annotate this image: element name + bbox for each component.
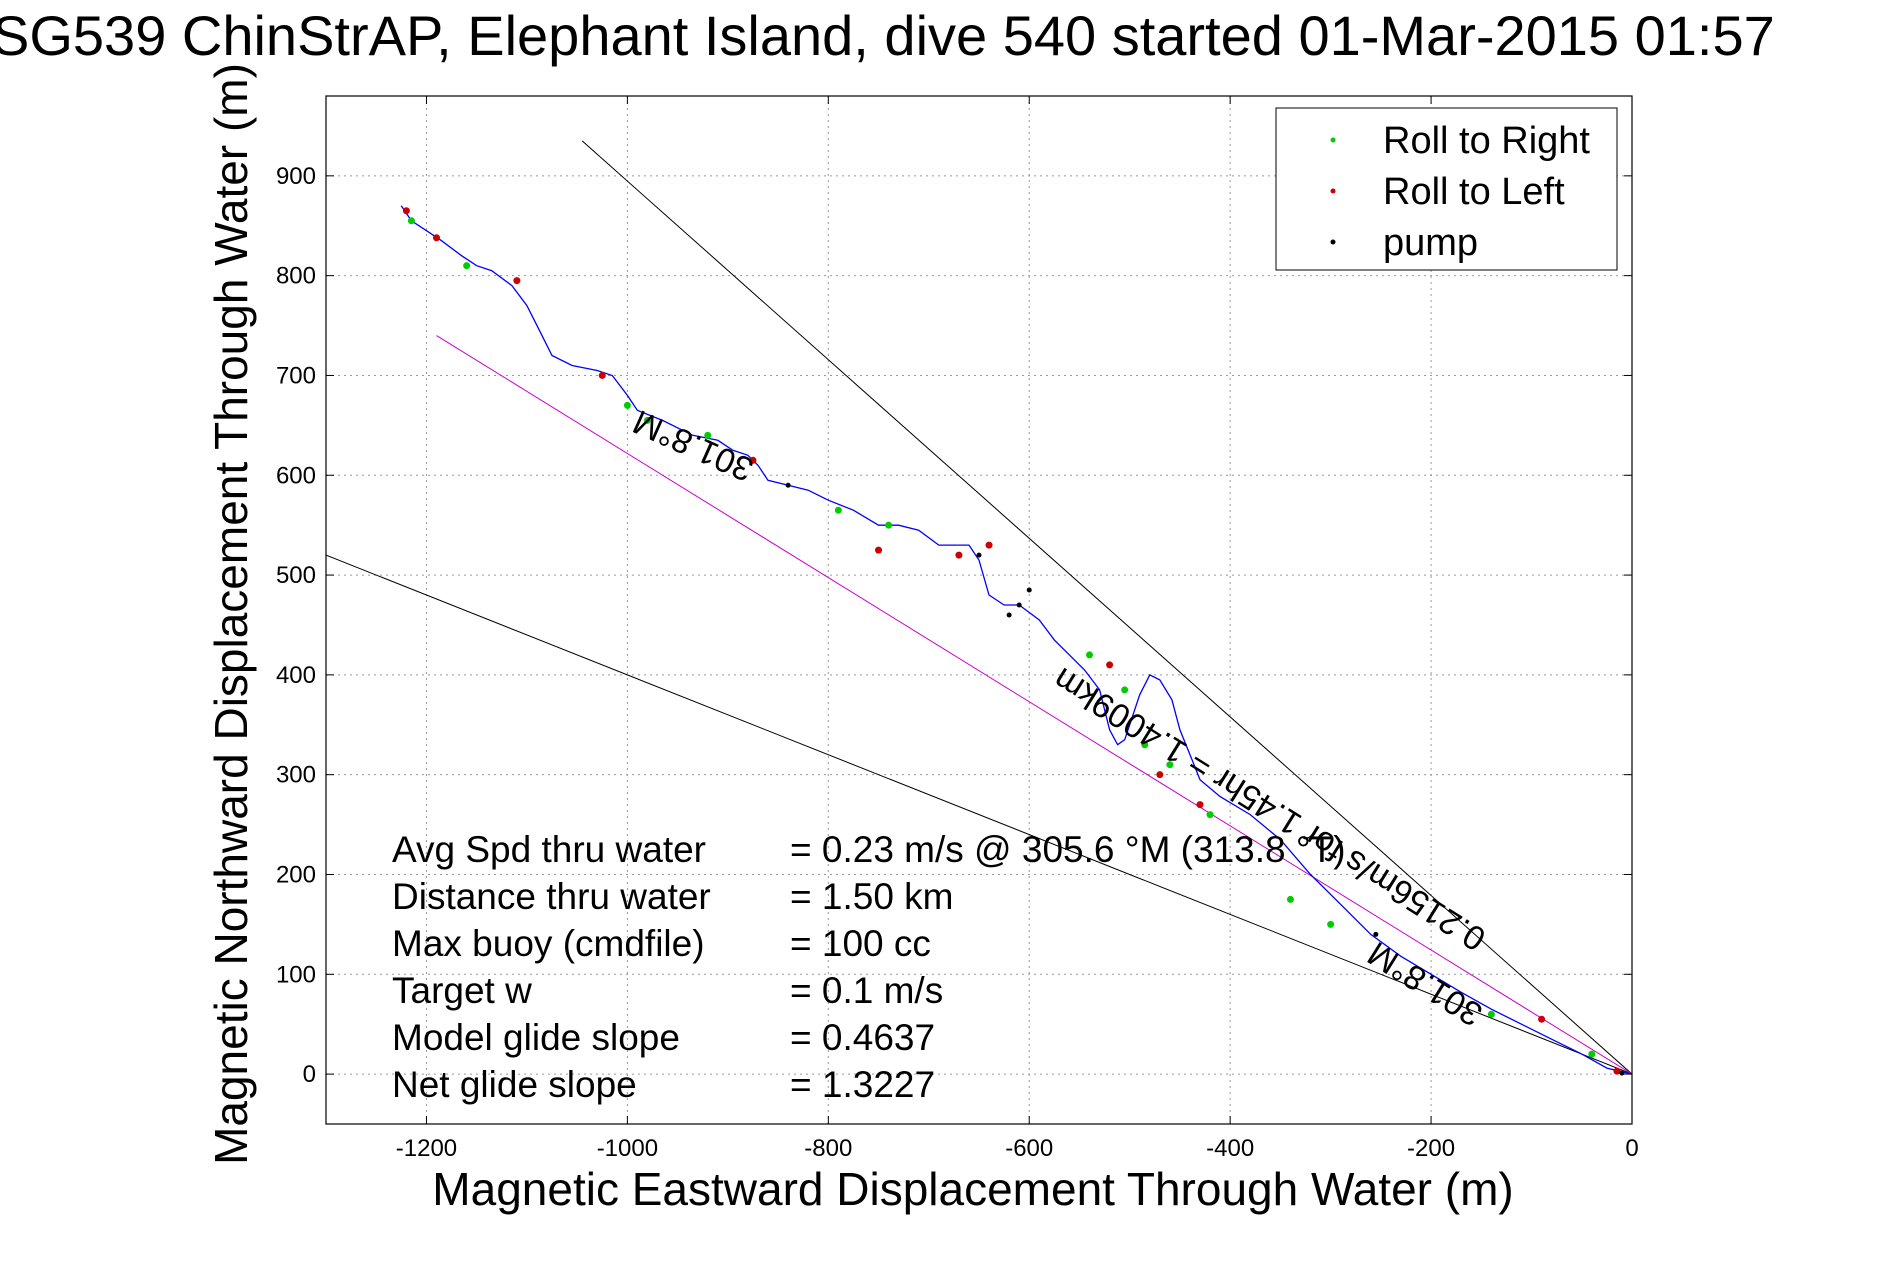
roll-right-point bbox=[1086, 651, 1094, 659]
x-tick-label: -200 bbox=[1407, 1135, 1455, 1162]
stat-value: = 100 cc bbox=[790, 923, 931, 964]
roll-left-point bbox=[1106, 661, 1114, 669]
y-tick-label: 800 bbox=[276, 263, 316, 290]
y-tick-label: 400 bbox=[276, 662, 316, 689]
reference-line bbox=[436, 335, 1632, 1075]
y-axis-label: Magnetic Northward Displacement Through … bbox=[205, 63, 257, 1165]
stat-label: Target w bbox=[392, 970, 532, 1011]
stat-value: = 0.1 m/s bbox=[790, 970, 943, 1011]
legend-marker bbox=[1330, 188, 1336, 194]
x-tick-label: -1200 bbox=[396, 1135, 457, 1162]
roll-left-point bbox=[749, 456, 757, 464]
y-tick-label: 900 bbox=[276, 163, 316, 190]
pump-point bbox=[1016, 602, 1022, 608]
roll-right-point bbox=[1206, 811, 1214, 819]
plot-frame bbox=[325, 95, 1633, 1125]
event-markers bbox=[402, 207, 1625, 1076]
pump-point bbox=[785, 482, 791, 488]
pump-point bbox=[976, 552, 982, 558]
x-tick-label: -1000 bbox=[597, 1135, 658, 1162]
y-tick-label: 200 bbox=[276, 861, 316, 888]
stat-label: Distance thru water bbox=[392, 876, 711, 917]
roll-right-point bbox=[1286, 895, 1294, 903]
roll-left-point bbox=[402, 207, 410, 215]
stat-label: Model glide slope bbox=[392, 1017, 680, 1058]
roll-right-point bbox=[1121, 686, 1129, 694]
stat-value: = 0.4637 bbox=[790, 1017, 935, 1058]
stat-label: Avg Spd thru water bbox=[392, 829, 706, 870]
pump-point bbox=[1619, 1070, 1625, 1076]
stat-value: = 1.3227 bbox=[790, 1064, 935, 1105]
legend-label: pump bbox=[1383, 222, 1478, 264]
roll-right-point bbox=[407, 217, 415, 225]
roll-left-point bbox=[433, 234, 441, 242]
chart-title: SG539 ChinStrAP, Elephant Island, dive 5… bbox=[0, 4, 1775, 67]
roll-left-point bbox=[513, 277, 521, 285]
roll-left-point bbox=[985, 541, 993, 549]
roll-right-point bbox=[1327, 920, 1335, 928]
legend-label: Roll to Right bbox=[1383, 120, 1590, 162]
stat-label: Max buoy (cmdfile) bbox=[392, 923, 705, 964]
x-tick-label: -400 bbox=[1206, 1135, 1254, 1162]
stat-value: = 0.23 m/s @ 305.6 °M (313.8 °T) bbox=[790, 829, 1346, 870]
roll-right-point bbox=[704, 431, 712, 439]
legend-marker bbox=[1330, 137, 1336, 143]
pump-point bbox=[1373, 931, 1379, 937]
legend: Roll to Right Roll to Left pump bbox=[1275, 107, 1618, 271]
x-tick-label: 0 bbox=[1625, 1135, 1638, 1162]
y-tick-label: 500 bbox=[276, 562, 316, 589]
y-tick-label: 100 bbox=[276, 961, 316, 988]
dive-track bbox=[400, 205, 1632, 1075]
x-tick-label: -600 bbox=[1005, 1135, 1053, 1162]
y-tick-label: 300 bbox=[276, 762, 316, 789]
roll-left-point bbox=[955, 551, 963, 559]
pump-point bbox=[1006, 612, 1012, 618]
roll-left-point bbox=[598, 371, 606, 379]
reference-line bbox=[581, 140, 1632, 1075]
roll-left-point bbox=[1613, 1067, 1621, 1075]
roll-right-point bbox=[1166, 761, 1174, 769]
roll-right-point bbox=[885, 521, 893, 529]
x-tick-label: -800 bbox=[804, 1135, 852, 1162]
stat-value: = 1.50 km bbox=[790, 876, 954, 917]
roll-left-point bbox=[875, 546, 883, 554]
y-tick-label: 0 bbox=[303, 1061, 316, 1088]
roll-left-point bbox=[1156, 771, 1164, 779]
y-tick-label: 600 bbox=[276, 462, 316, 489]
stats-block: Avg Spd thru water = 0.23 m/s @ 305.6 °M … bbox=[392, 829, 1346, 1105]
legend-label: Roll to Left bbox=[1383, 171, 1565, 213]
roll-right-point bbox=[1141, 741, 1149, 749]
axis-ticks: -1200 -1000 -800 -600 -400 -200 0 0 100 200 300 400… bbox=[276, 96, 1639, 1162]
reference-line bbox=[326, 554, 1632, 1075]
roll-right-point bbox=[834, 506, 842, 514]
y-tick-label: 700 bbox=[276, 362, 316, 389]
reference-lines bbox=[326, 140, 1632, 1075]
grid-lines bbox=[326, 96, 1633, 1124]
roll-right-point bbox=[643, 416, 651, 424]
roll-right-point bbox=[463, 262, 471, 270]
roll-right-point bbox=[623, 401, 631, 409]
stat-label: Net glide slope bbox=[392, 1064, 637, 1105]
roll-left-point bbox=[1538, 1015, 1546, 1023]
legend-marker bbox=[1330, 239, 1336, 245]
pump-point bbox=[1026, 587, 1032, 593]
roll-right-point bbox=[1487, 1010, 1495, 1018]
roll-right-point bbox=[1588, 1050, 1596, 1058]
roll-left-point bbox=[1196, 801, 1204, 809]
track-line bbox=[400, 205, 1632, 1075]
x-axis-label: Magnetic Eastward Displacement Through W… bbox=[432, 1163, 1513, 1215]
